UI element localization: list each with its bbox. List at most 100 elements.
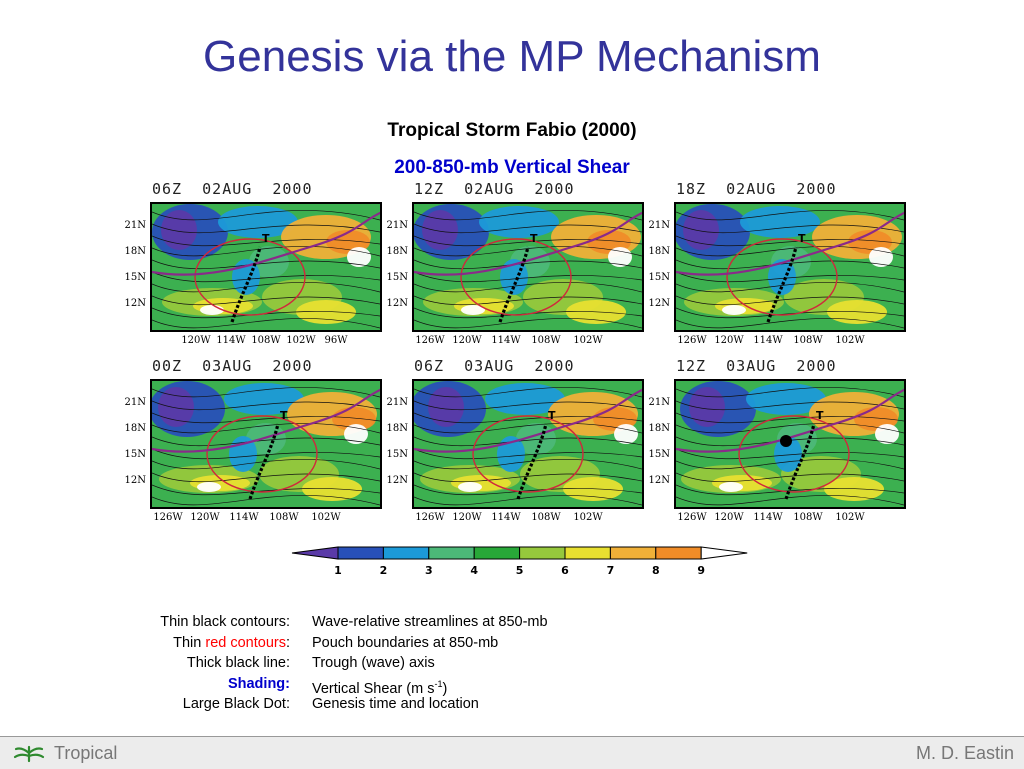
legend-key: Thin red contours: bbox=[0, 633, 290, 654]
figure-subtitle: 200-850-mb Vertical Shear bbox=[394, 157, 630, 178]
lon-tick-label: 114W bbox=[216, 335, 246, 346]
lon-tick-label: 114W bbox=[491, 335, 521, 346]
footer-author: M. D. Eastin bbox=[915, 743, 1014, 763]
lat-tick-label: 21N bbox=[648, 220, 670, 231]
panel-time-title: 00Z 03AUG 2000 bbox=[152, 357, 313, 375]
lon-tick-label: 120W bbox=[452, 512, 482, 523]
colorbar-min-arrow bbox=[291, 546, 339, 560]
lat-tick-label: 12N bbox=[386, 475, 408, 486]
lat-tick-label: 18N bbox=[386, 423, 408, 434]
shear-colorbar: 1 2 3 4 5 6 7 8 9 bbox=[291, 546, 748, 577]
lon-tick-label: 102W bbox=[835, 335, 865, 346]
colorbar-segment bbox=[655, 546, 702, 560]
lat-tick-label: 21N bbox=[386, 397, 408, 408]
lon-tick-label: 108W bbox=[793, 512, 823, 523]
lon-tick-label: 108W bbox=[793, 335, 823, 346]
map-panel: 00Z 03AUG 2000 T 21N 18N 15N 12N 126W 120W 114W 1… bbox=[120, 357, 382, 523]
panel-time-title: 12Z 03AUG 2000 bbox=[676, 357, 837, 375]
legend-key-blue: Shading: bbox=[227, 675, 290, 692]
colorbar-tick-label: 5 bbox=[516, 564, 524, 577]
legend-key-red: red contours bbox=[205, 634, 286, 651]
lon-tick-label: 126W bbox=[415, 512, 445, 523]
lon-tick-label: 102W bbox=[311, 512, 341, 523]
legend-value-sup: -1 bbox=[434, 678, 443, 689]
panel-time-title: 18Z 02AUG 2000 bbox=[676, 180, 837, 198]
footer-left-text: Tropical bbox=[54, 743, 118, 763]
lat-tick-label: 18N bbox=[648, 246, 670, 257]
lat-tick-label: 21N bbox=[386, 220, 408, 231]
map-panel: 12Z 02AUG 2000 T 21N 18N 15N 12N 126W 120W 114W 1… bbox=[382, 180, 644, 346]
shear-map: T bbox=[674, 379, 906, 509]
map-panel: 06Z 03AUG 2000 T 21N 18N 15N 12N 126W 120W 114W 1… bbox=[382, 357, 644, 523]
lat-tick-label: 21N bbox=[648, 397, 670, 408]
lat-tick-label: 18N bbox=[124, 423, 146, 434]
trough-label: T bbox=[548, 409, 556, 422]
trough-label: T bbox=[798, 232, 806, 245]
colorbar-segment bbox=[382, 546, 430, 560]
palm-leaf-icon bbox=[13, 745, 45, 763]
lon-tick-label: 120W bbox=[714, 512, 744, 523]
lat-tick-label: 15N bbox=[124, 272, 146, 283]
slide-title: Genesis via the MP Mechanism bbox=[203, 32, 821, 81]
colorbar-tick-label: 7 bbox=[607, 564, 615, 577]
lon-tick-label: 126W bbox=[153, 512, 183, 523]
lat-tick-label: 21N bbox=[124, 220, 146, 231]
lat-tick-label: 18N bbox=[386, 246, 408, 257]
figure-title: Tropical Storm Fabio (2000) bbox=[387, 120, 637, 141]
lat-tick-label: 12N bbox=[648, 475, 670, 486]
lon-tick-label: 120W bbox=[714, 335, 744, 346]
colorbar-tick-label: 3 bbox=[425, 564, 433, 577]
panel-time-title: 06Z 03AUG 2000 bbox=[414, 357, 575, 375]
colorbar-segment bbox=[564, 546, 611, 560]
lon-tick-label: 114W bbox=[753, 335, 783, 346]
lat-tick-label: 12N bbox=[124, 475, 146, 486]
trough-label: T bbox=[530, 232, 538, 245]
trough-label: T bbox=[262, 232, 270, 245]
lon-tick-label: 126W bbox=[415, 335, 445, 346]
colorbar-tick-label: 8 bbox=[652, 564, 660, 577]
colorbar-tick-label: 6 bbox=[561, 564, 569, 577]
colorbar-tick-label: 9 bbox=[697, 564, 705, 577]
trough-label: T bbox=[816, 409, 824, 422]
lat-tick-label: 15N bbox=[648, 272, 670, 283]
lat-tick-label: 12N bbox=[386, 298, 408, 309]
panel-time-title: 06Z 02AUG 2000 bbox=[152, 180, 313, 198]
lon-tick-label: 108W bbox=[269, 512, 299, 523]
legend-key: Thick black line: bbox=[186, 655, 290, 671]
lon-tick-label: 102W bbox=[835, 512, 865, 523]
lon-tick-label: 108W bbox=[251, 335, 281, 346]
lat-tick-label: 18N bbox=[124, 246, 146, 257]
lon-tick-label: 102W bbox=[573, 335, 603, 346]
legend-value: Trough (wave) axis bbox=[312, 655, 435, 671]
genesis-dot bbox=[780, 435, 792, 447]
lon-tick-label: 126W bbox=[677, 512, 707, 523]
legend-key: Thin black contours: bbox=[160, 614, 290, 630]
lon-tick-label: 108W bbox=[531, 512, 561, 523]
legend-value: Wave-relative streamlines at 850-mb bbox=[312, 614, 548, 630]
shear-map: T bbox=[150, 202, 382, 332]
footer-bar: Tropical M. D. Eastin bbox=[0, 736, 1024, 769]
lat-tick-label: 12N bbox=[124, 298, 146, 309]
panel-time-title: 12Z 02AUG 2000 bbox=[414, 180, 575, 198]
legend-value-pre: Vertical Shear (m s bbox=[312, 680, 435, 697]
shear-map: T bbox=[412, 379, 644, 509]
lon-tick-label: 102W bbox=[286, 335, 316, 346]
map-panel: 18Z 02AUG 2000 T 21N 18N 15N 12N 126W 120W 114W 1… bbox=[644, 180, 906, 346]
colorbar-segment bbox=[473, 546, 521, 560]
lat-tick-label: 12N bbox=[648, 298, 670, 309]
map-panel: 12Z 03AUG 2000 T 21N 18N 15N 12N 126W 120W 114W 1… bbox=[644, 357, 906, 523]
lon-tick-label: 126W bbox=[677, 335, 707, 346]
colorbar-tick-label: 2 bbox=[380, 564, 388, 577]
lon-tick-label: 120W bbox=[190, 512, 220, 523]
lat-tick-label: 15N bbox=[124, 449, 146, 460]
lon-tick-label: 108W bbox=[531, 335, 561, 346]
lon-tick-label: 120W bbox=[181, 335, 211, 346]
lat-tick-label: 15N bbox=[386, 449, 408, 460]
legend-value: Genesis time and location bbox=[312, 696, 479, 712]
colorbar-segment bbox=[519, 546, 566, 560]
shear-map: T bbox=[674, 202, 906, 332]
lat-tick-label: 15N bbox=[648, 449, 670, 460]
legend-key-pre: Thin bbox=[173, 634, 206, 651]
lat-tick-label: 21N bbox=[124, 397, 146, 408]
map-panel: 06Z 02AUG 2000 T 21N 18N 15N 12N 120W 114W 108W 1… bbox=[120, 180, 382, 346]
